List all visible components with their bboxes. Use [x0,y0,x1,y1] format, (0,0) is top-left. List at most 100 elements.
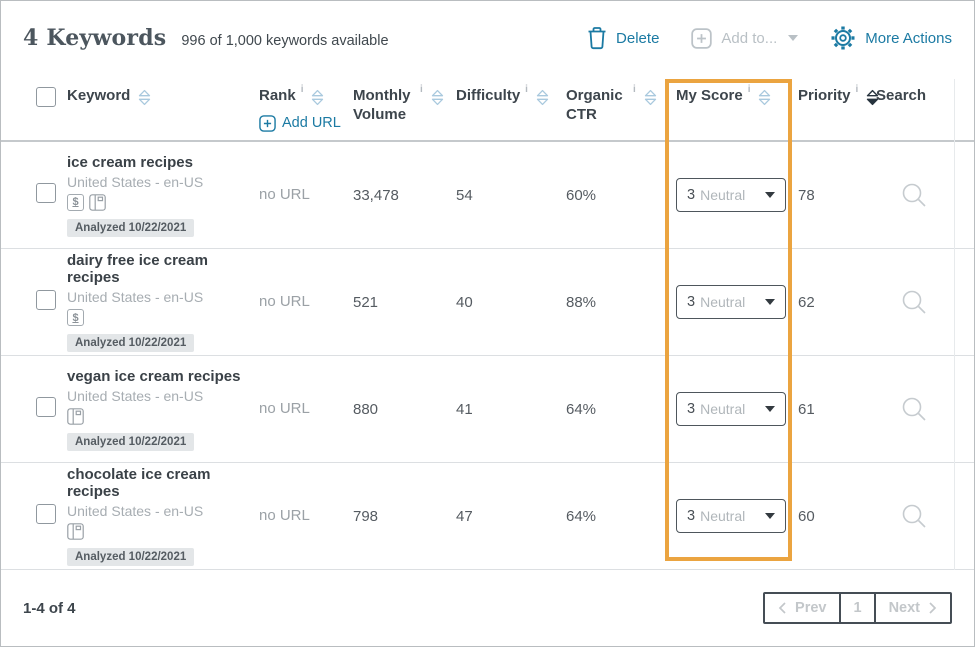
page-title: 4 Keywords [23,25,167,51]
info-icon[interactable]: i [747,84,751,95]
my-score-value: 3 [687,294,696,310]
my-score-text: Neutral [700,294,746,310]
search-icon[interactable] [899,394,929,424]
title-wrap: 4 Keywords 996 of 1,000 keywords availab… [23,25,389,51]
priority-value: 78 [798,186,815,204]
trash-icon [588,27,606,50]
caret-down-icon [788,35,799,41]
pagination: Prev 1 Next [763,592,952,624]
my-score-value: 3 [687,187,696,203]
column-label-monthly-volume: Monthly Volume [353,87,411,123]
keywords-available-text: 996 of 1,000 keywords available [181,33,389,49]
serp-features-icon [67,523,84,540]
monthly-volume-value: 521 [353,293,379,311]
add-url-button[interactable]: Add URL [259,114,341,132]
column-label-rank: Rank [259,87,296,104]
select-all-checkbox[interactable] [36,87,56,107]
keyword-flag-icons: $ [67,407,259,425]
my-score-value: 3 [687,508,696,524]
serp-features-icon [67,407,84,425]
column-label-search: Search [876,87,927,104]
keyword-flag-icons: $ [67,309,259,326]
analyzed-badge: Analyzed 10/22/2021 [67,218,195,237]
info-icon[interactable]: i [300,84,304,95]
keyword-locale: United States - en-US [67,503,204,519]
info-icon[interactable]: i [525,84,528,95]
search-icon[interactable] [899,180,929,210]
organic-ctr-value: 64% [566,507,597,525]
priority-value: 62 [798,293,815,311]
organic-ctr-value: 88% [566,293,597,311]
monthly-volume-value: 880 [353,400,379,418]
caret-down-icon [765,299,775,305]
info-icon[interactable]: i [420,84,423,95]
difficulty-value: 41 [456,400,473,418]
add-to-label: Add to... [721,29,778,47]
monthly-volume-value: 33,478 [353,186,399,204]
monthly-volume-value: 798 [353,507,379,525]
search-icon[interactable] [899,287,929,317]
rank-value: no URL [259,507,310,524]
info-icon[interactable]: i [633,84,636,95]
keyword-name: chocolate ice cream recipes [67,466,211,500]
my-score-select[interactable]: 3 Neutral [676,178,786,212]
rank-value: no URL [259,186,310,203]
keyword-name: vegan ice cream recipes [67,367,241,385]
prev-page-button[interactable]: Prev [765,594,839,622]
caret-down-icon [765,406,775,412]
rank-value: no URL [259,400,310,417]
delete-button[interactable]: Delete [587,26,659,50]
rank-value: no URL [259,293,310,310]
keyword-flag-icons: $ [67,523,259,540]
organic-ctr-value: 64% [566,400,597,418]
chevron-left-icon [778,602,786,614]
row-checkbox[interactable] [36,289,56,310]
column-label-my-score: My Score [676,87,743,104]
analyzed-badge: Analyzed 10/22/2021 [67,548,195,566]
row-checkbox[interactable] [36,182,56,203]
page-header: 4 Keywords 996 of 1,000 keywords availab… [1,1,974,61]
table-row: chocolate ice cream recipes United State… [1,463,974,570]
sort-keyword-icon[interactable] [137,88,152,107]
column-label-difficulty: Difficulty [456,87,521,104]
table-row: dairy free ice cream recipes United Stat… [1,249,974,356]
sort-rank-icon[interactable] [310,88,325,107]
keyword-locale: United States - en-US [67,289,204,305]
page-number-button[interactable]: 1 [839,594,876,622]
more-actions-button[interactable]: More Actions [830,25,952,51]
gear-icon [831,26,855,50]
column-label-keyword: Keyword [67,87,131,104]
sort-my-score-icon[interactable] [757,88,772,107]
my-score-text: Neutral [700,401,746,417]
keyword-name: dairy free ice cream recipes [67,252,208,286]
result-range-label: 1-4 of 4 [23,599,76,617]
add-to-dropdown[interactable]: Add to... [691,27,799,49]
sort-priority-icon-active[interactable] [865,88,880,107]
my-score-select[interactable]: 3 Neutral [676,392,786,426]
plus-square-icon [691,27,713,49]
difficulty-value: 40 [456,293,473,311]
my-score-select[interactable]: 3 Neutral [676,285,786,319]
keyword-locale: United States - en-US [67,173,204,190]
prev-label: Prev [795,600,827,616]
chevron-right-icon [929,602,937,614]
sort-monthly-volume-icon[interactable] [430,88,445,107]
row-checkbox[interactable] [36,396,56,417]
add-url-label: Add URL [282,115,341,131]
info-icon[interactable]: i [855,84,859,95]
search-icon[interactable] [899,501,929,531]
sort-organic-ctr-icon[interactable] [643,88,658,107]
header-actions: Delete Add to... [587,25,952,51]
column-label-organic-ctr: Organic CTR [566,87,623,123]
keyword-locale: United States - en-US [67,387,204,404]
row-checkbox[interactable] [36,503,56,524]
my-score-text: Neutral [700,508,746,524]
next-page-button[interactable]: Next [876,594,950,622]
caret-down-icon [765,513,775,519]
table-footer: 1-4 of 4 Prev 1 Next [1,570,974,646]
caret-down-icon [765,192,775,198]
my-score-value: 3 [687,401,696,417]
sort-difficulty-icon[interactable] [535,88,550,107]
my-score-select[interactable]: 3 Neutral [676,499,786,533]
